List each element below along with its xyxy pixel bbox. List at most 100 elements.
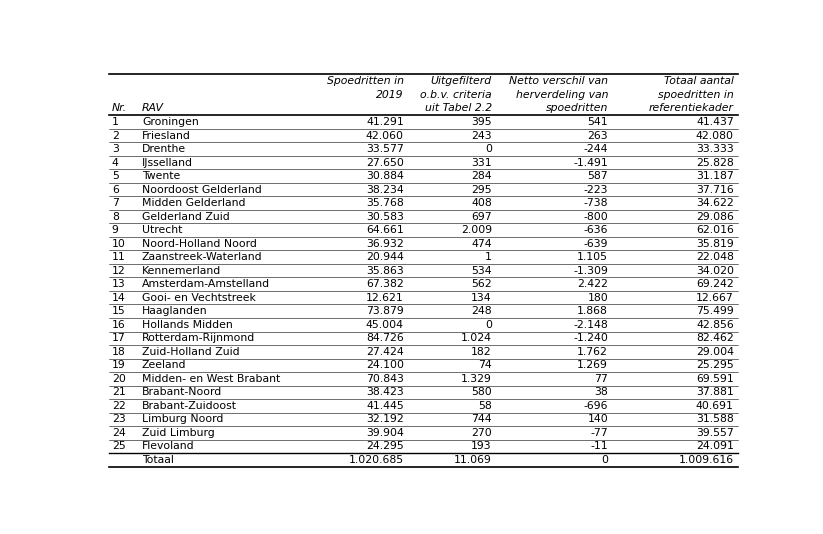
Text: 24.100: 24.100	[366, 360, 404, 370]
Text: 40.691: 40.691	[696, 401, 734, 411]
Text: spoedritten in: spoedritten in	[658, 90, 734, 100]
Text: 6: 6	[112, 185, 119, 194]
Text: 1.105: 1.105	[577, 252, 608, 262]
Text: 73.879: 73.879	[366, 306, 404, 316]
Text: 74: 74	[478, 360, 492, 370]
Text: Rotterdam-Rijnmond: Rotterdam-Rijnmond	[142, 333, 255, 343]
Text: spoedritten: spoedritten	[546, 104, 608, 113]
Text: 30.884: 30.884	[366, 171, 404, 181]
Text: -1.309: -1.309	[573, 266, 608, 276]
Text: Limburg Noord: Limburg Noord	[142, 414, 223, 425]
Text: 37.881: 37.881	[696, 387, 734, 397]
Text: -639: -639	[584, 239, 608, 249]
Text: 1.868: 1.868	[577, 306, 608, 316]
Text: Kennemerland: Kennemerland	[142, 266, 221, 276]
Text: 24.295: 24.295	[366, 442, 404, 451]
Text: 541: 541	[588, 117, 608, 127]
Text: 42.856: 42.856	[696, 320, 734, 330]
Text: 9: 9	[112, 225, 119, 235]
Text: Twente: Twente	[142, 171, 180, 181]
Text: 36.932: 36.932	[366, 239, 404, 249]
Text: Brabant-Zuidoost: Brabant-Zuidoost	[142, 401, 237, 411]
Text: 13: 13	[112, 279, 126, 289]
Text: 45.004: 45.004	[366, 320, 404, 330]
Text: 29.086: 29.086	[696, 211, 734, 222]
Text: 35.863: 35.863	[366, 266, 404, 276]
Text: 41.445: 41.445	[366, 401, 404, 411]
Text: 22: 22	[112, 401, 126, 411]
Text: Brabant-Noord: Brabant-Noord	[142, 387, 222, 397]
Text: Nr.: Nr.	[112, 104, 127, 113]
Text: 1.329: 1.329	[461, 374, 492, 384]
Text: 1.024: 1.024	[461, 333, 492, 343]
Text: 7: 7	[112, 198, 119, 208]
Text: 25.828: 25.828	[696, 158, 734, 168]
Text: Utrecht: Utrecht	[142, 225, 183, 235]
Text: uit Tabel 2.2: uit Tabel 2.2	[425, 104, 492, 113]
Text: 82.462: 82.462	[696, 333, 734, 343]
Text: 24: 24	[112, 428, 126, 438]
Text: 395: 395	[472, 117, 492, 127]
Text: 58: 58	[478, 401, 492, 411]
Text: 31.187: 31.187	[696, 171, 734, 181]
Text: 25.295: 25.295	[696, 360, 734, 370]
Text: 38.234: 38.234	[366, 185, 404, 194]
Text: 587: 587	[588, 171, 608, 181]
Text: Flevoland: Flevoland	[142, 442, 194, 451]
Text: 14: 14	[112, 293, 126, 303]
Text: 1: 1	[112, 117, 119, 127]
Text: 534: 534	[472, 266, 492, 276]
Text: 193: 193	[472, 442, 492, 451]
Text: Friesland: Friesland	[142, 130, 191, 140]
Text: -2.148: -2.148	[574, 320, 608, 330]
Text: Totaal aantal: Totaal aantal	[664, 76, 734, 86]
Text: 580: 580	[471, 387, 492, 397]
Text: 263: 263	[588, 130, 608, 140]
Text: 182: 182	[472, 347, 492, 357]
Text: 1: 1	[485, 252, 492, 262]
Text: -223: -223	[584, 185, 608, 194]
Text: -77: -77	[590, 428, 608, 438]
Text: 11: 11	[112, 252, 126, 262]
Text: 67.382: 67.382	[366, 279, 404, 289]
Text: Gooi- en Vechtstreek: Gooi- en Vechtstreek	[142, 293, 256, 303]
Text: 75.499: 75.499	[696, 306, 734, 316]
Text: 295: 295	[472, 185, 492, 194]
Text: 34.020: 34.020	[695, 266, 734, 276]
Text: 243: 243	[472, 130, 492, 140]
Text: 2.422: 2.422	[577, 279, 608, 289]
Text: 20.944: 20.944	[366, 252, 404, 262]
Text: -800: -800	[584, 211, 608, 222]
Text: 10: 10	[112, 239, 126, 249]
Text: 77: 77	[594, 374, 608, 384]
Text: 1.009.616: 1.009.616	[679, 455, 734, 465]
Text: 17: 17	[112, 333, 126, 343]
Text: 64.661: 64.661	[366, 225, 404, 235]
Text: Gelderland Zuid: Gelderland Zuid	[142, 211, 230, 222]
Text: 140: 140	[588, 414, 608, 425]
Text: Zaanstreek-Waterland: Zaanstreek-Waterland	[142, 252, 263, 262]
Text: 38: 38	[594, 387, 608, 397]
Text: -738: -738	[584, 198, 608, 208]
Text: -1.240: -1.240	[573, 333, 608, 343]
Text: 23: 23	[112, 414, 126, 425]
Text: 27.650: 27.650	[366, 158, 404, 168]
Text: 24.091: 24.091	[696, 442, 734, 451]
Text: 8: 8	[112, 211, 119, 222]
Text: 0: 0	[485, 144, 492, 154]
Text: Zuid Limburg: Zuid Limburg	[142, 428, 215, 438]
Text: 3: 3	[112, 144, 119, 154]
Text: Zuid-Holland Zuid: Zuid-Holland Zuid	[142, 347, 239, 357]
Text: 84.726: 84.726	[366, 333, 404, 343]
Text: Groningen: Groningen	[142, 117, 198, 127]
Text: IJsselland: IJsselland	[142, 158, 193, 168]
Text: 248: 248	[472, 306, 492, 316]
Text: 270: 270	[471, 428, 492, 438]
Text: 69.591: 69.591	[696, 374, 734, 384]
Text: 25: 25	[112, 442, 126, 451]
Text: 408: 408	[471, 198, 492, 208]
Text: 11.069: 11.069	[454, 455, 492, 465]
Text: 41.437: 41.437	[696, 117, 734, 127]
Text: 19: 19	[112, 360, 126, 370]
Text: 42.080: 42.080	[695, 130, 734, 140]
